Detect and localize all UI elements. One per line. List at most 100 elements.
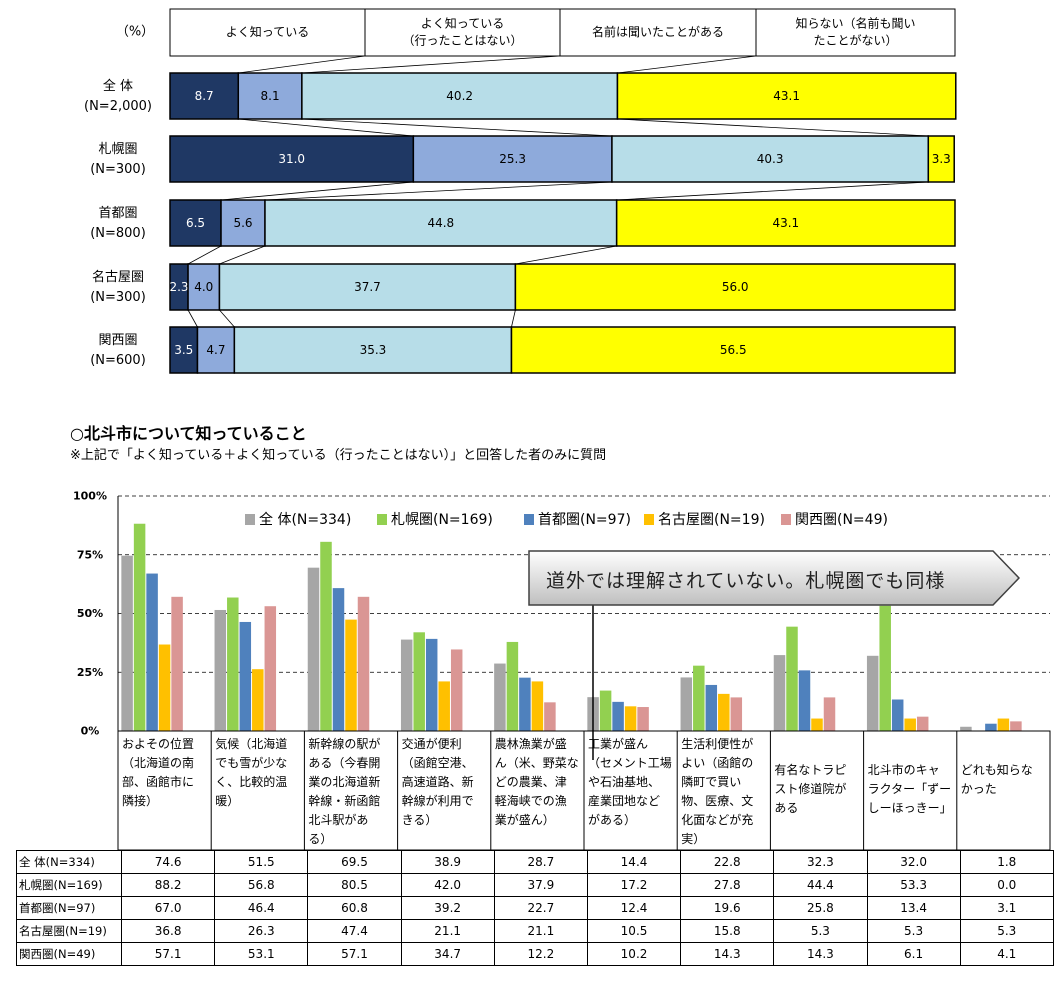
segment-label: 6.5 [186,216,205,230]
grouped-bar [891,699,904,731]
legend-box [169,8,366,57]
segment-label: 35.3 [360,343,387,357]
table-cell: 17.2 [586,873,682,897]
row-label: 全 体(N=2,000) [84,78,152,114]
segment-label: 43.1 [773,89,800,103]
table-cell: 5.3 [959,919,1054,943]
grouped-bar [1010,721,1022,731]
table-row-label: 全 体(N=334) [16,850,122,874]
legend-swatch [245,514,255,525]
segment-label: 3.5 [174,343,193,357]
table-cell: 46.4 [214,896,309,920]
table-cell: 14.3 [680,942,775,966]
grouped-bar [773,655,786,731]
grouped-bar [171,596,183,731]
category-label: 生活利便性が よい（函館の 隣町で買い 物、医療、文 化面などが充 実） [681,737,754,846]
grouped-bar [519,677,531,731]
grouped-bar [960,726,972,731]
connector-line [301,55,561,74]
table-cell: 22.7 [493,896,588,920]
bottom-chart-subtitle: ※上記で「よく知っている＋よく知っている（行ったことはない）」と回答した者のみに… [70,448,607,463]
row-label: 首都圏(N=800) [90,206,146,241]
grouped-bar [637,707,649,731]
table-cell: 10.5 [586,919,682,943]
grouped-bar [121,555,133,731]
category-label: どれも知らな かった [960,763,1033,796]
grouped-bar [612,701,624,731]
grouped-bar [624,706,637,731]
table-cell: 12.2 [493,942,588,966]
grouped-bar [916,716,929,731]
segment-label: 4.0 [194,280,213,294]
segment-label: 44.8 [427,216,454,230]
stacked-segment [169,199,222,247]
table-cell: 74.6 [120,850,216,874]
segment-label: 40.3 [757,152,784,166]
table-cell: 21.1 [493,919,588,943]
table-cell: 15.8 [680,919,775,943]
grouped-bar [494,663,506,731]
row-label: 名古屋圏(N=300) [90,269,146,305]
grouped-bar [879,605,891,731]
connector-line [515,245,617,265]
segment-label: 40.2 [446,89,473,103]
unit-label: （%） [116,25,154,40]
category-label: 北斗市のキャ ラクター「ずー しーほっきー」 [867,763,952,815]
stacked-segment [927,135,955,183]
table-cell: 67.0 [120,896,216,920]
table-row: 名古屋圏(N=19) 36.8 26.3 47.4 21.1 21.1 10.5 15.8 5.… [16,919,1054,943]
grouped-bar [438,681,450,731]
legend-swatch [377,514,387,525]
grouped-bar [811,718,823,731]
stacked-segment [514,263,956,311]
grouped-bar [531,681,544,731]
stacked-segment [301,72,619,120]
table-cell: 12.4 [586,896,682,920]
grouped-bar [158,644,171,731]
connector-line [220,181,414,201]
grouped-bar [239,621,252,731]
connector-line [264,181,612,201]
bottom-chart-title: ○北斗市について知っていること [70,424,307,443]
connector-line [238,55,366,74]
grouped-bar [786,626,798,731]
grouped-bar [252,669,264,731]
connector-line [617,118,929,137]
stacked-segment [220,199,266,247]
top-legend: （%） よく知っている よく知っている（行ったことはない） 名前は聞いたことがある 知ら… [116,8,956,57]
legend-label: 札幌圏(N=169) [391,512,493,528]
segment-label: 8.1 [261,89,280,103]
table-cell: 44.4 [773,873,868,897]
category-label: 有名なトラピ スト修道院が ある [774,763,847,815]
connector-line [187,245,222,265]
y-tick-label: 75% [77,548,103,561]
table-row: 札幌圏(N=169) 88.2 56.8 80.5 42.0 37.9 17.2 27.8 44… [16,873,1054,897]
stacked-segment [237,72,303,120]
table-row: 関西圏(N=49) 57.1 53.1 57.1 34.7 12.2 10.2 14.3 14.… [16,942,1054,966]
stacked-segment [233,326,513,374]
category-label: 農林漁業が盛 ん（米、野菜な どの農業、津 軽海峡での漁 業が盛ん） [494,737,579,827]
grouped-bar [705,684,718,731]
legend-box [364,8,561,57]
grouped-bar [693,665,705,731]
y-tick-label: 25% [77,666,103,679]
table-cell: 14.4 [586,850,682,874]
connector-line [238,118,414,137]
table-row-label: 札幌圏(N=169) [16,873,122,897]
connector-line [617,55,757,74]
table-row-label: 首都圏(N=97) [16,896,122,920]
segment-label: 31.0 [278,152,305,166]
stacked-segment [264,199,618,247]
grouped-bar [904,718,916,731]
grouped-bar [332,588,345,731]
segment-label: 43.1 [772,216,799,230]
table-row: 首都圏(N=97) 67.0 46.4 60.8 39.2 22.7 12.4 19.6 25.… [16,896,1054,920]
stacked-segment [616,72,957,120]
data-table: 全 体(N=334) 74.6 51.5 69.5 38.9 28.7 14.4 22.8 32… [16,850,1054,966]
table-row-label: 関西圏(N=49) [16,942,122,966]
grouped-bar [718,693,730,731]
table-cell: 69.5 [307,850,402,874]
grouped-bar [997,718,1010,731]
top-bars: 全 体(N=2,000) 8.7 8.1 40.2 43.1 札幌圏(N=300) 31.0… [84,55,957,374]
table-cell: 47.4 [307,919,402,943]
